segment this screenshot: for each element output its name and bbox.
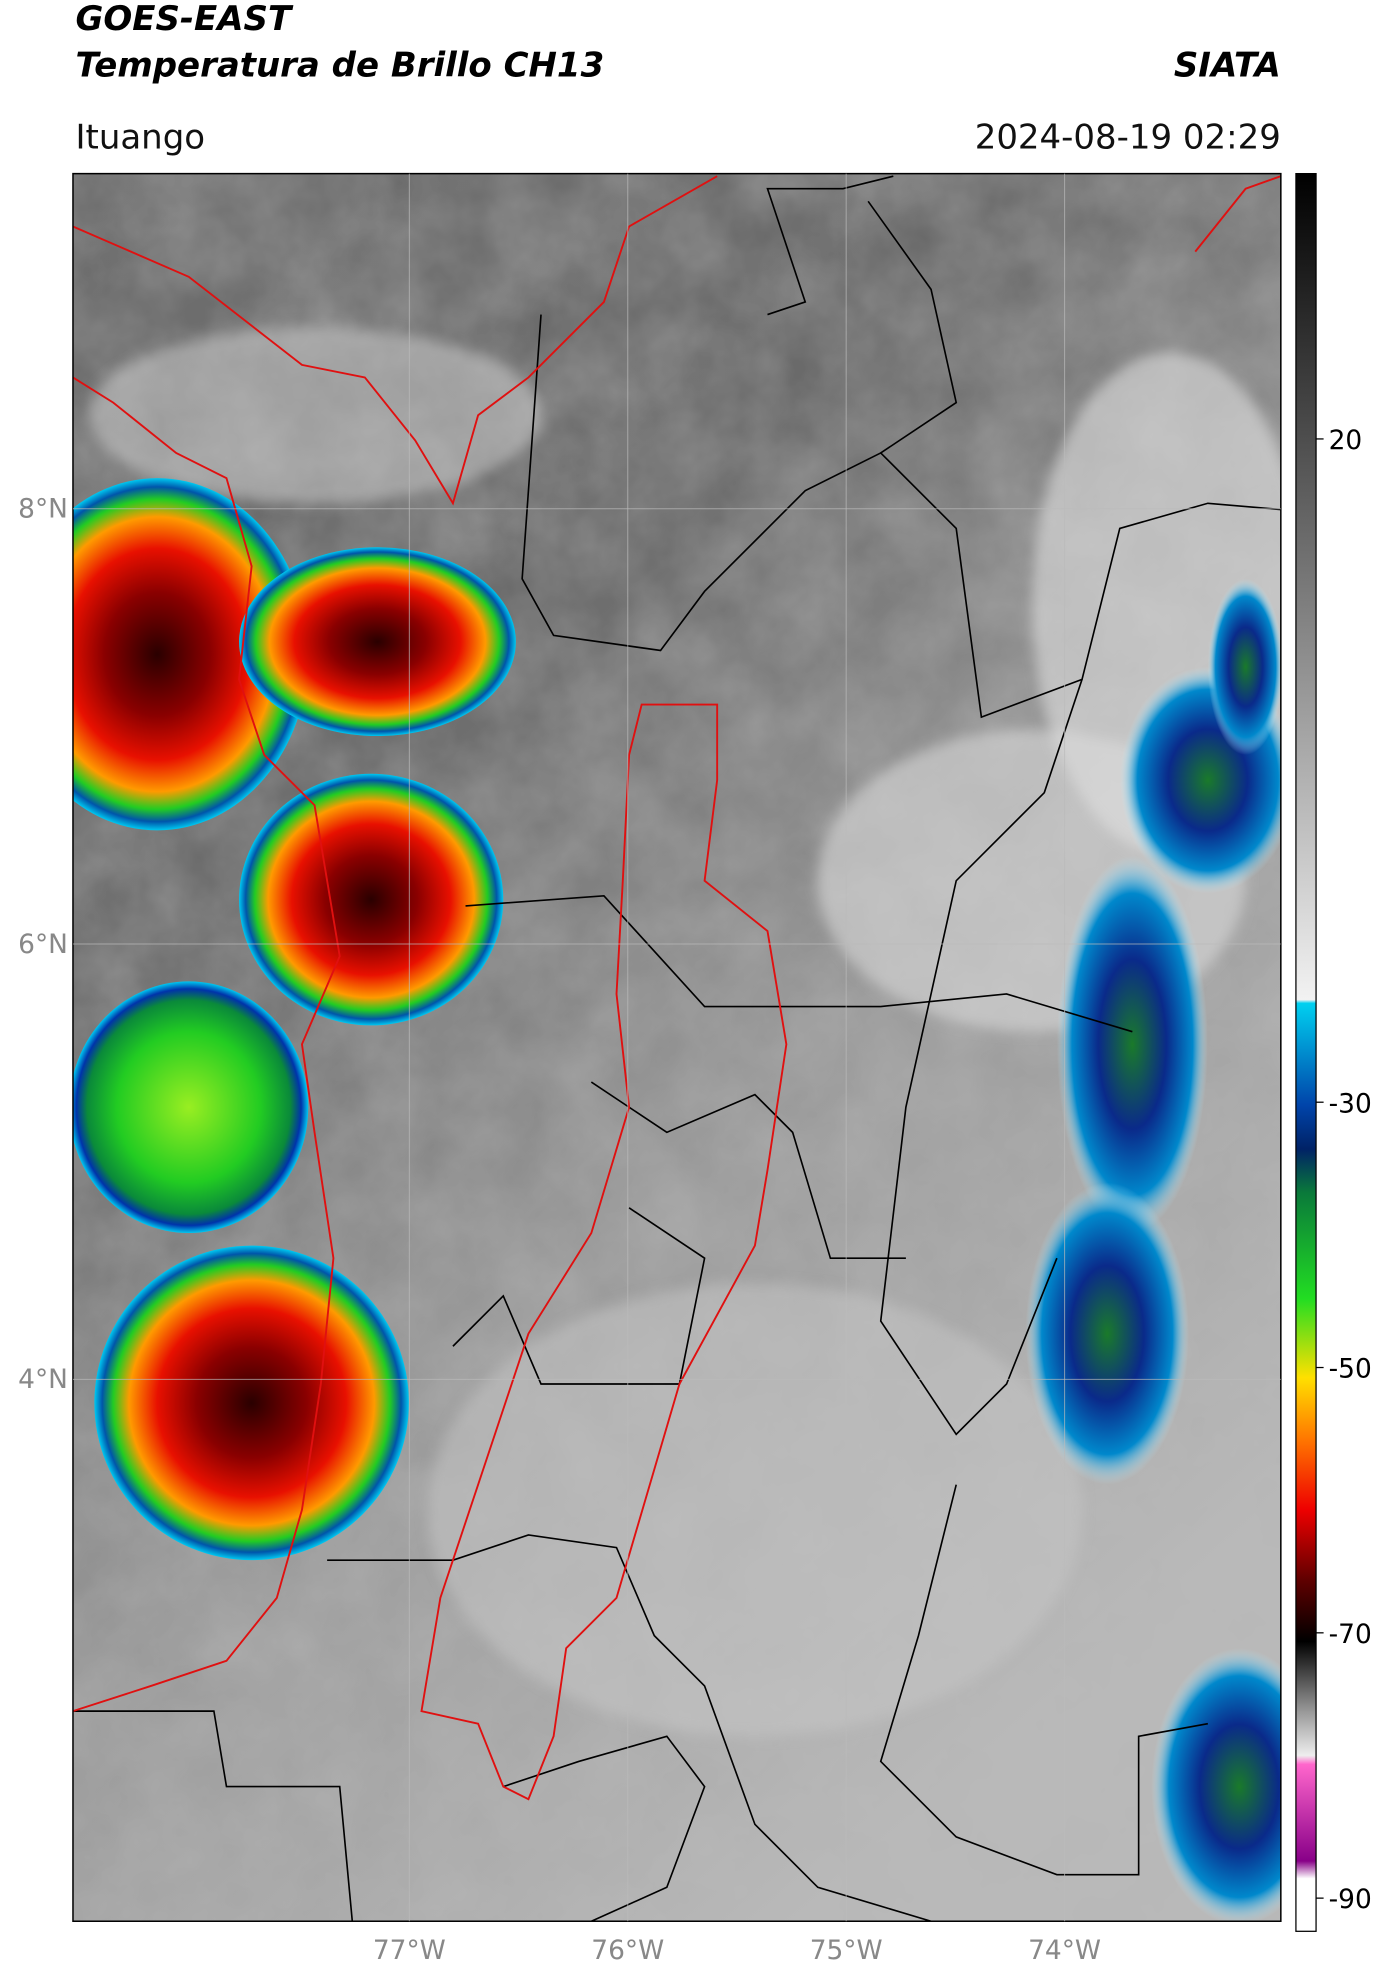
location: Ituango	[75, 117, 205, 157]
title-line2: Temperatura de Brillo CH13	[75, 46, 604, 86]
lat-tick-label: 4°N	[18, 1364, 68, 1395]
lat-tick-label: 8°N	[18, 494, 68, 525]
colorbar-tick-label: -70	[1329, 1619, 1372, 1650]
datetime: 2024-08-19 02:29	[975, 117, 1281, 157]
organization: SIATA	[1174, 46, 1281, 86]
lat-tick-label: 6°N	[18, 929, 68, 960]
lon-tick-label: 76°W	[591, 1935, 664, 1966]
colorbar-tick-label: -90	[1329, 1884, 1372, 1915]
title-line1: GOES-EAST	[75, 0, 293, 39]
lon-tick-label: 74°W	[1028, 1935, 1101, 1966]
colorbar	[1295, 172, 1317, 1932]
colorbar-tick-label: -30	[1329, 1088, 1372, 1119]
map-image	[72, 173, 1281, 1922]
lon-tick-label: 77°W	[373, 1935, 446, 1966]
map-frame	[72, 172, 1282, 1922]
colorbar-tick-label: 20	[1329, 425, 1363, 456]
colorbar-tick-label: -50	[1329, 1354, 1372, 1385]
lon-tick-label: 75°W	[810, 1935, 883, 1966]
